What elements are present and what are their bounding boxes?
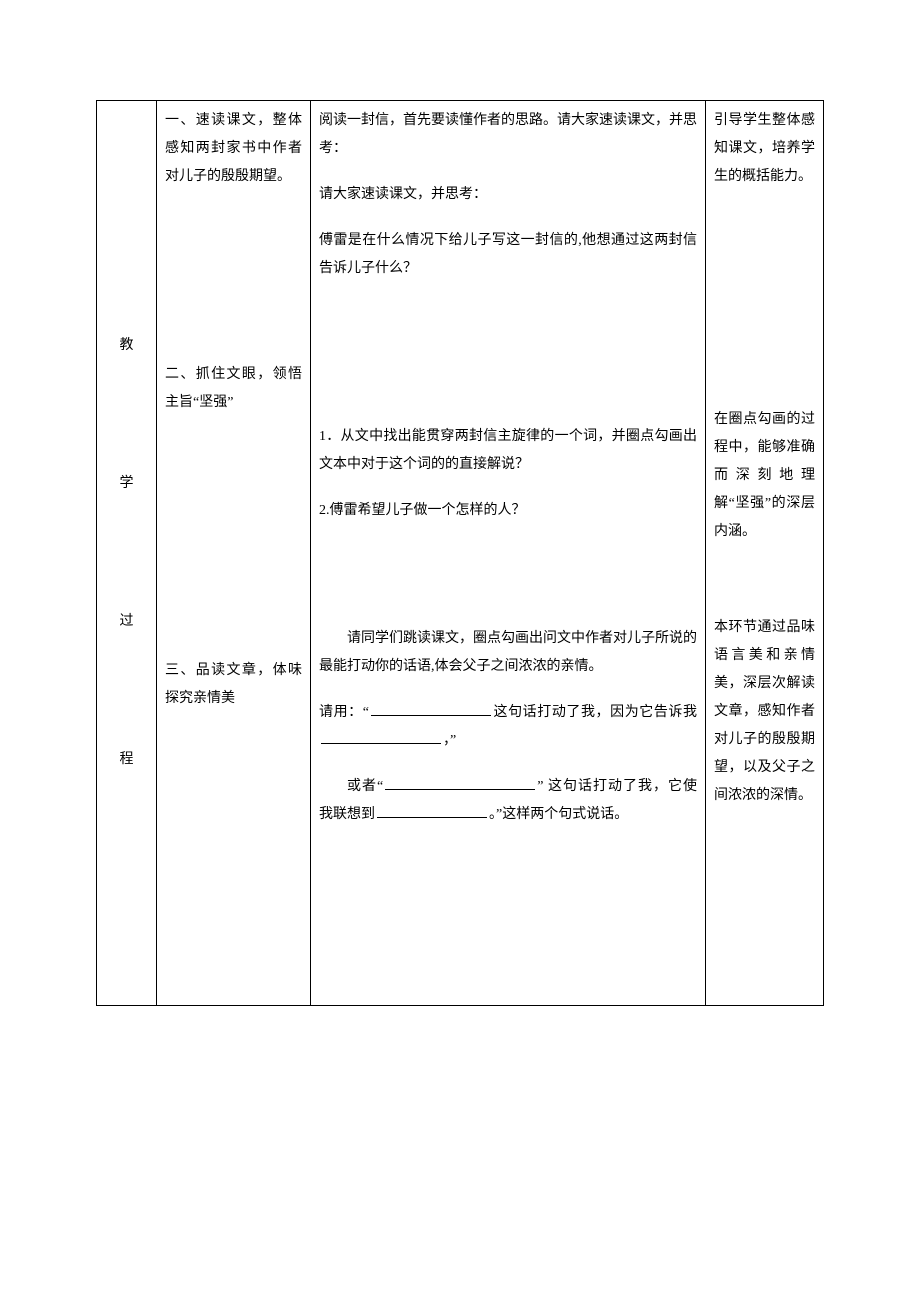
content-text: 傅雷是在什么情况下给儿子写这一封信的,他想通过这两封信告诉儿子什么？ bbox=[319, 233, 697, 276]
activity-text: 二、抓住文眼，领悟主旨“坚强” bbox=[165, 367, 302, 410]
purpose-block: 引导学生整体感知课文，培养学生的概括能力。 bbox=[714, 107, 815, 191]
fill-blank bbox=[385, 776, 535, 790]
content-text: 请用：“ bbox=[319, 705, 369, 720]
purpose-text: 在圈点勾画的过程中，能够准确而深刻地理解“坚强”的深层内涵。 bbox=[714, 412, 815, 539]
col-purpose: 引导学生整体感知课文，培养学生的概括能力。 在圈点勾画的过程中，能够准确而深刻地… bbox=[706, 101, 824, 1006]
activity-block: 三、品读文章，体味探究亲情美 bbox=[165, 657, 302, 713]
fill-blank bbox=[321, 730, 441, 744]
content-text: 请大家速读课文，并思考： bbox=[319, 187, 487, 202]
content-para: 或者“” 这句话打动了我，它使我联想到。”这样两个句式说话。 bbox=[319, 773, 697, 829]
content-para: 傅雷是在什么情况下给儿子写这一封信的,他想通过这两封信告诉儿子什么？ bbox=[319, 227, 697, 283]
purpose-block: 在圈点勾画的过程中，能够准确而深刻地理解“坚强”的深层内涵。 bbox=[714, 406, 815, 546]
content-para: 请用：“ 这句话打动了我，因为它告诉我 ，” bbox=[319, 699, 697, 755]
content-para: 请大家速读课文，并思考： bbox=[319, 181, 697, 209]
activity-text: 一、速读课文，整体感知两封家书中作者对儿子的殷殷期望。 bbox=[165, 113, 302, 184]
lesson-plan-table: 教 学 过 程 一、速读课文，整体感知两封家书中作者对儿子的殷殷期望。 二、抓住… bbox=[96, 100, 824, 1006]
activity-block: 二、抓住文眼，领悟主旨“坚强” bbox=[165, 361, 302, 417]
content-text: 。”这样两个句式说话。 bbox=[489, 807, 628, 822]
stage-char: 程 bbox=[120, 746, 134, 774]
activity-text: 三、品读文章，体味探究亲情美 bbox=[165, 663, 302, 706]
stage-char: 教 bbox=[120, 332, 134, 360]
col-stage-label: 教 学 过 程 bbox=[97, 101, 157, 1006]
content-text: 2.傅雷希望儿子做一个怎样的人？ bbox=[319, 503, 526, 518]
table-row: 教 学 过 程 一、速读课文，整体感知两封家书中作者对儿子的殷殷期望。 二、抓住… bbox=[97, 101, 824, 1006]
content-text: 1．从文中找出能贯穿两封信主旋律的一个词，并圈点勾画出文本中对于这个词的的直接解… bbox=[319, 429, 697, 472]
vertical-label: 教 学 过 程 bbox=[105, 332, 148, 774]
content-text: 请同学们跳读课文，圈点勾画出问文中作者对儿子所说的最能打动你的话语,体会父子之间… bbox=[319, 631, 697, 674]
content-text: 这句话打动了我，因为它告诉我 bbox=[493, 705, 697, 720]
content-para: 阅读一封信，首先要读懂作者的思路。请大家速读课文，并思考： bbox=[319, 107, 697, 163]
stage-char: 过 bbox=[120, 608, 134, 636]
document-table-wrap: 教 学 过 程 一、速读课文，整体感知两封家书中作者对儿子的殷殷期望。 二、抓住… bbox=[96, 100, 824, 1006]
content-text: ，” bbox=[443, 733, 456, 748]
purpose-text: 引导学生整体感知课文，培养学生的概括能力。 bbox=[714, 113, 815, 184]
purpose-block: 本环节通过品味语言美和亲情美，深层次解读文章，感知作者对儿子的殷殷期望，以及父子… bbox=[714, 614, 815, 810]
content-para: 请同学们跳读课文，圈点勾画出问文中作者对儿子所说的最能打动你的话语,体会父子之间… bbox=[319, 625, 697, 681]
content-text: 阅读一封信，首先要读懂作者的思路。请大家速读课文，并思考： bbox=[319, 113, 697, 156]
content-para: 1．从文中找出能贯穿两封信主旋律的一个词，并圈点勾画出文本中对于这个词的的直接解… bbox=[319, 423, 697, 479]
fill-blank bbox=[377, 804, 487, 818]
activity-block: 一、速读课文，整体感知两封家书中作者对儿子的殷殷期望。 bbox=[165, 107, 302, 191]
col-content: 阅读一封信，首先要读懂作者的思路。请大家速读课文，并思考： 请大家速读课文，并思… bbox=[311, 101, 706, 1006]
content-para: 2.傅雷希望儿子做一个怎样的人？ bbox=[319, 497, 697, 525]
col-activity: 一、速读课文，整体感知两封家书中作者对儿子的殷殷期望。 二、抓住文眼，领悟主旨“… bbox=[157, 101, 311, 1006]
content-text: 或者“ bbox=[347, 779, 383, 794]
purpose-text: 本环节通过品味语言美和亲情美，深层次解读文章，感知作者对儿子的殷殷期望，以及父子… bbox=[714, 620, 815, 803]
fill-blank bbox=[371, 702, 491, 716]
stage-char: 学 bbox=[120, 470, 134, 498]
